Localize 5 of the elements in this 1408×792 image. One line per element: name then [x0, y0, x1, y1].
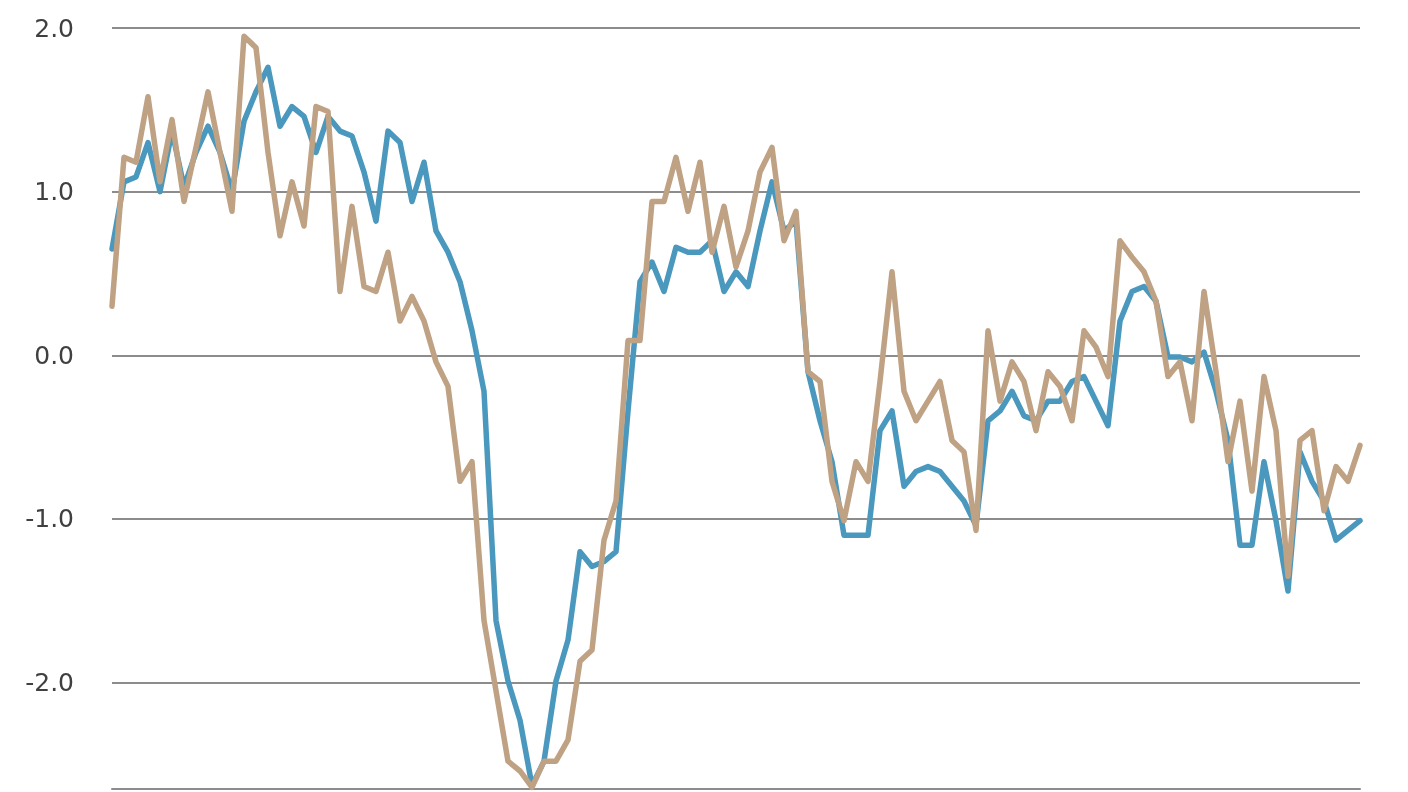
- y-tick-label: 0.0: [34, 340, 74, 370]
- y-tick-label: -1.0: [25, 504, 74, 534]
- y-tick-label: 1.0: [34, 177, 74, 207]
- y-tick-label: -2.0: [25, 668, 74, 698]
- y-tick-label: 2.0: [34, 13, 74, 43]
